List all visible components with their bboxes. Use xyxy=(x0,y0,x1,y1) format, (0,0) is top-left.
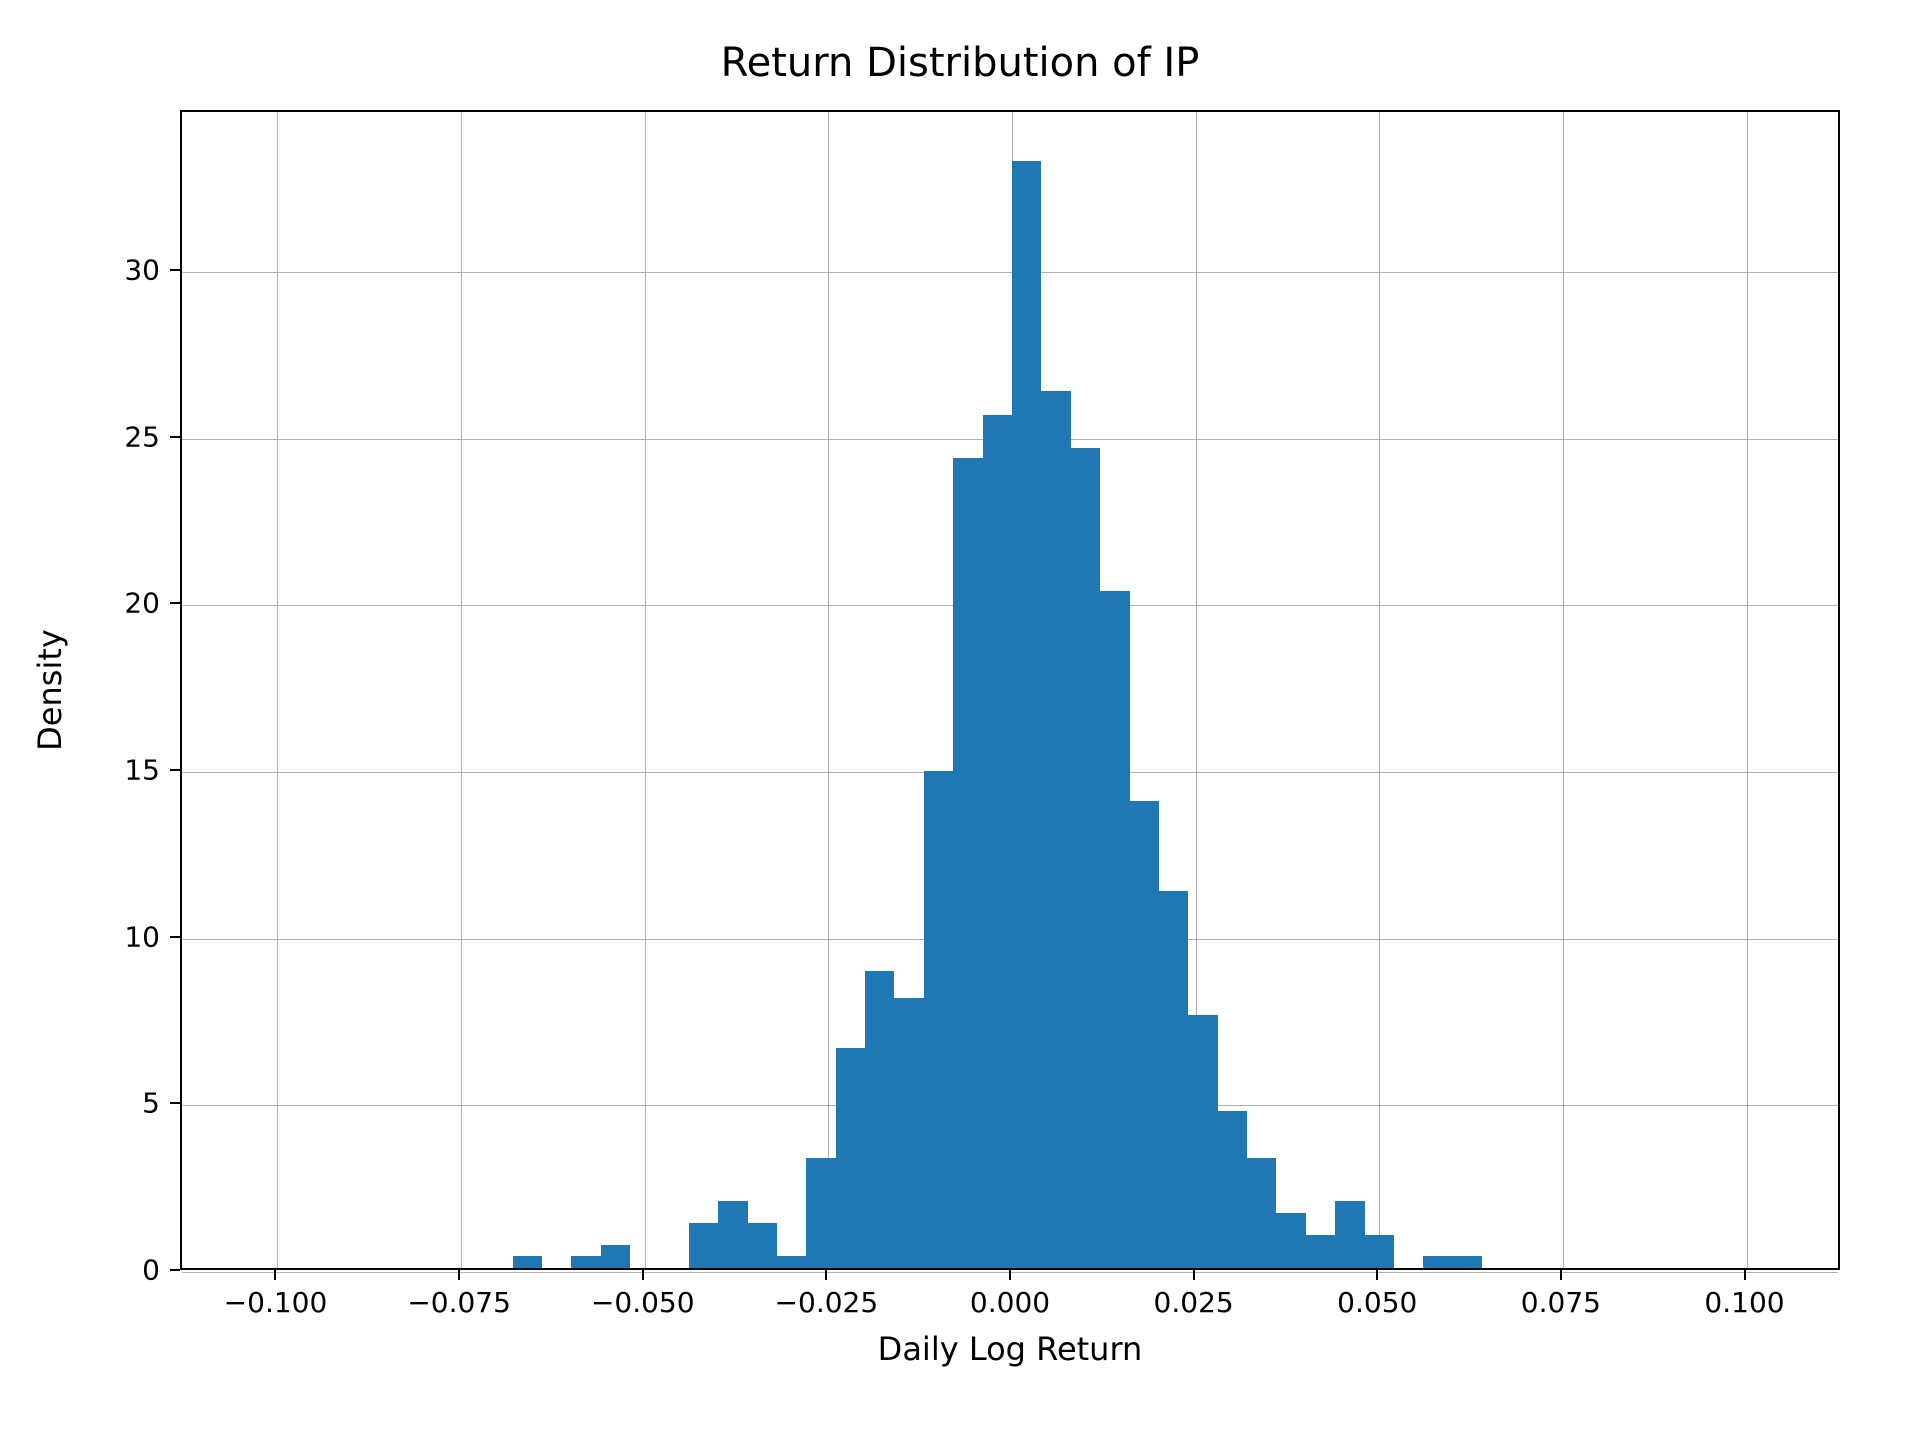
histogram-bar xyxy=(806,1158,835,1268)
x-tick-label: −0.075 xyxy=(407,1286,511,1319)
x-tick-label: −0.025 xyxy=(775,1286,879,1319)
x-tick xyxy=(274,1270,276,1280)
histogram-bar xyxy=(1159,891,1188,1268)
histogram-bar xyxy=(953,458,982,1268)
x-tick-label: 0.000 xyxy=(970,1286,1050,1319)
histogram-bar xyxy=(1012,161,1041,1268)
histogram-bar xyxy=(571,1256,600,1268)
x-tick xyxy=(1376,1270,1378,1280)
x-tick xyxy=(1193,1270,1195,1280)
y-tick-label: 10 xyxy=(120,920,160,953)
histogram-bar xyxy=(1071,448,1100,1268)
gridline-vertical xyxy=(1563,112,1564,1268)
y-tick-label: 0 xyxy=(120,1254,160,1287)
x-tick-label: 0.075 xyxy=(1521,1286,1601,1319)
y-tick xyxy=(170,1269,180,1271)
histogram-bar xyxy=(748,1223,777,1268)
histogram-bar xyxy=(1247,1158,1276,1268)
histogram-bar xyxy=(1453,1256,1482,1268)
y-tick xyxy=(170,602,180,604)
histogram-bar xyxy=(1218,1111,1247,1268)
y-tick-label: 30 xyxy=(120,254,160,287)
histogram-bar xyxy=(1365,1235,1394,1268)
y-tick-label: 25 xyxy=(120,420,160,453)
histogram-bar xyxy=(1306,1235,1335,1268)
gridline-vertical xyxy=(828,112,829,1268)
x-tick xyxy=(642,1270,644,1280)
y-tick xyxy=(170,936,180,938)
histogram-bar xyxy=(1335,1201,1364,1268)
histogram-bar xyxy=(836,1048,865,1268)
histogram-bar xyxy=(718,1201,747,1268)
x-tick xyxy=(1560,1270,1562,1280)
histogram-bar xyxy=(689,1223,718,1268)
histogram-bar xyxy=(777,1256,806,1268)
histogram-bar xyxy=(894,998,923,1268)
histogram-bar xyxy=(1130,801,1159,1268)
y-tick xyxy=(170,436,180,438)
y-tick-label: 5 xyxy=(120,1087,160,1120)
histogram-bar xyxy=(924,771,953,1268)
x-tick-label: 0.050 xyxy=(1337,1286,1417,1319)
histogram-bar xyxy=(1041,391,1070,1268)
histogram-bar xyxy=(601,1245,630,1268)
x-tick-label: −0.100 xyxy=(224,1286,328,1319)
gridline-vertical xyxy=(1747,112,1748,1268)
x-tick xyxy=(1009,1270,1011,1280)
y-tick-label: 15 xyxy=(120,754,160,787)
x-axis-label: Daily Log Return xyxy=(878,1330,1143,1368)
histogram-bar xyxy=(1276,1213,1305,1268)
y-tick xyxy=(170,1102,180,1104)
figure: Return Distribution of IP Daily Log Retu… xyxy=(0,0,1920,1440)
gridline-vertical xyxy=(277,112,278,1268)
gridline-vertical xyxy=(645,112,646,1268)
histogram-bar xyxy=(1423,1256,1452,1268)
x-tick-label: −0.050 xyxy=(591,1286,695,1319)
x-tick xyxy=(1744,1270,1746,1280)
y-tick-label: 20 xyxy=(120,587,160,620)
histogram-bar xyxy=(1100,591,1129,1268)
plot-area xyxy=(180,110,1840,1270)
x-tick xyxy=(825,1270,827,1280)
gridline-horizontal xyxy=(182,272,1838,273)
x-tick-label: 0.100 xyxy=(1704,1286,1784,1319)
histogram-bar xyxy=(865,971,894,1268)
x-tick-label: 0.025 xyxy=(1154,1286,1234,1319)
y-axis-label: Density xyxy=(31,629,69,751)
x-tick xyxy=(458,1270,460,1280)
y-tick xyxy=(170,269,180,271)
gridline-vertical xyxy=(461,112,462,1268)
y-tick xyxy=(170,769,180,771)
chart-title: Return Distribution of IP xyxy=(0,40,1920,86)
gridline-vertical xyxy=(1379,112,1380,1268)
histogram-bar xyxy=(983,415,1012,1268)
histogram-bar xyxy=(1188,1015,1217,1268)
histogram-bar xyxy=(513,1256,542,1268)
